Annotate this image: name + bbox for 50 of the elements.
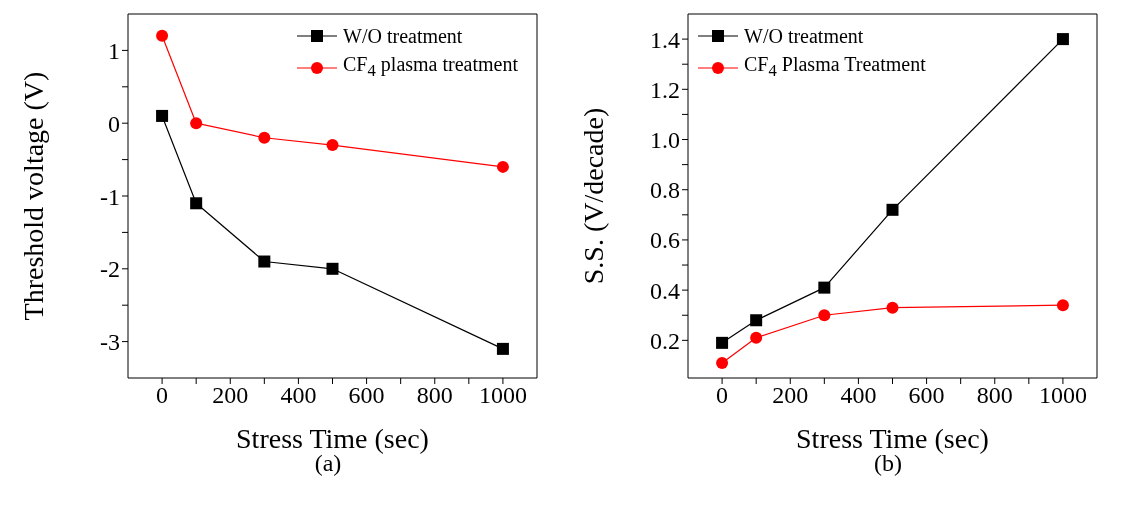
x-tick-label: 200 <box>212 382 249 409</box>
point <box>1056 299 1069 312</box>
y-tick-label: 0 <box>108 110 120 137</box>
y-axis-title: Threshold voltage (V) <box>17 71 49 321</box>
y-tick-label: 1.0 <box>650 127 680 154</box>
y-tick-label: -3 <box>100 329 120 356</box>
legend-label: CF$_{4}$ plasma treatment <box>343 52 518 82</box>
point <box>190 117 203 130</box>
y-axis-title: S.S. (V/decade) <box>577 107 609 285</box>
point <box>156 109 169 122</box>
point <box>750 331 763 344</box>
y-tick-label: 1.2 <box>650 76 680 103</box>
x-tick-label: 800 <box>416 382 453 409</box>
x-tick-label: 0 <box>156 382 169 409</box>
point <box>258 131 271 144</box>
point <box>496 342 509 355</box>
x-tick-label: 1000 <box>1038 382 1087 409</box>
point <box>886 301 899 314</box>
point <box>258 255 271 268</box>
point <box>156 29 169 42</box>
y-tick-label: 0.4 <box>650 277 680 304</box>
point <box>496 160 509 173</box>
point <box>326 139 339 152</box>
legend-label: W/O treatment <box>343 24 463 49</box>
x-tick-label: 800 <box>976 382 1013 409</box>
y-tick-label: 1 <box>108 37 120 64</box>
legend-label: CF$_{4}$ Plasma Treatment <box>744 52 926 82</box>
x-tick-label: 400 <box>280 382 317 409</box>
point <box>716 356 729 369</box>
y-tick-label: -2 <box>100 256 120 283</box>
y-tick-label: 0.2 <box>650 327 680 354</box>
point <box>1056 33 1069 46</box>
y-tick-label: -1 <box>100 183 120 210</box>
point <box>326 262 339 275</box>
x-tick-label: 200 <box>772 382 809 409</box>
point <box>818 309 831 322</box>
x-tick-label: 0 <box>716 382 729 409</box>
x-tick-label: 600 <box>348 382 385 409</box>
point <box>886 203 899 216</box>
point <box>716 336 729 349</box>
point <box>190 197 203 210</box>
point <box>818 281 831 294</box>
x-tick-label: 1000 <box>478 382 527 409</box>
y-tick-label: 0.6 <box>650 227 680 254</box>
x-tick-label: 400 <box>840 382 877 409</box>
point <box>750 314 763 327</box>
legend-label: W/O treatment <box>744 24 864 49</box>
x-tick-label: 600 <box>908 382 945 409</box>
y-tick-label: 0.8 <box>650 177 680 204</box>
y-tick-label: 1.4 <box>650 26 680 53</box>
